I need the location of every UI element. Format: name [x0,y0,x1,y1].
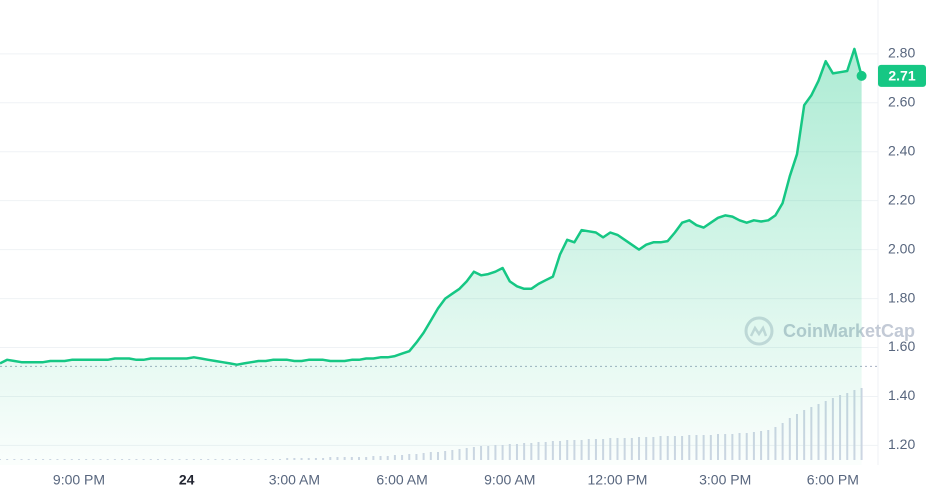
x-tick-label: 9:00 PM [53,472,105,488]
y-tick-label: 2.60 [888,93,915,109]
x-tick-label: 12:00 PM [588,472,648,488]
x-tick-label: 24 [179,472,195,488]
y-tick-label: 1.80 [888,289,915,305]
x-tick-label: 9:00 AM [484,472,535,488]
price-tag-label: 2.71 [888,68,915,84]
price-tag [878,64,926,87]
y-tick-label: 2.20 [888,191,915,207]
y-tick-label: 1.60 [888,338,915,354]
y-tick-label: 2.40 [888,142,915,158]
y-tick-label: 2.00 [888,240,915,256]
price-line [0,47,863,366]
x-tick-label: 6:00 AM [376,472,427,488]
y-tick-label: 1.40 [888,387,915,403]
last-point [856,70,867,81]
y-tick-label: 1.20 [888,436,915,452]
x-tick-label: 3:00 AM [269,472,320,488]
x-tick-label: 6:00 PM [807,472,859,488]
x-tick-label: 3:00 PM [699,472,751,488]
area [0,48,862,466]
y-tick-label: 2.80 [888,45,915,61]
